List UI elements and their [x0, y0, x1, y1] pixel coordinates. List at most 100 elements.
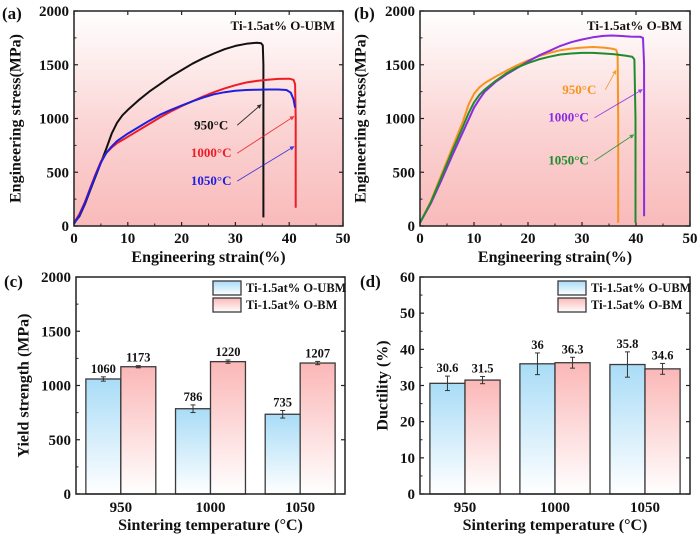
bar-value-label: 35.8: [617, 337, 639, 351]
y-tick-label: 500: [47, 165, 70, 181]
bar-value-label: 786: [184, 390, 203, 404]
bar-value-label: 1173: [126, 351, 150, 365]
annotation-label: 950°C: [194, 117, 228, 132]
legend-swatch-ubm: [557, 280, 587, 296]
y-axis-title: Engineering stress(MPa): [353, 34, 370, 203]
x-axis-title: Sintering temperature (°C): [118, 517, 303, 534]
x-tick-label: 950: [454, 500, 477, 516]
y-tick-label: 1500: [385, 58, 415, 74]
bar-ubm-1000: [519, 363, 556, 495]
x-tick-label: 10: [120, 231, 135, 247]
plot-frame: [73, 10, 344, 227]
legend-swatch-ubm: [212, 280, 242, 296]
bar-value-label: 36.3: [562, 342, 584, 356]
bar-bm-1050: [299, 362, 336, 495]
y-tick-label: 0: [62, 219, 70, 235]
x-axis-title: Sintering temperature (°C): [463, 517, 648, 534]
panel-title: Ti-1.5at% O-BM: [587, 18, 682, 33]
panel-label: (a): [2, 4, 22, 23]
series-line-1050C: [419, 51, 637, 224]
x-tick-label: 1050: [630, 500, 660, 516]
plot-frame: [419, 276, 691, 495]
bar-ubm-1050: [609, 363, 646, 495]
y-tick-label: 0: [408, 487, 416, 503]
bar-ubm-950: [85, 378, 122, 495]
bar-value-label: 1207: [305, 346, 330, 360]
x-tick-label: 50: [336, 231, 351, 247]
x-tick-label: 1000: [540, 500, 570, 516]
y-tick-label: 0: [408, 219, 416, 235]
plot-frame: [75, 276, 346, 495]
legend-swatch-bm: [557, 297, 587, 313]
x-tick-label: 40: [282, 231, 297, 247]
annotation-arrow: [594, 89, 643, 119]
legend-label: Ti-1.5at% O-UBM: [591, 281, 692, 295]
bar-value-label: 36: [531, 338, 544, 352]
legend-label: Ti-1.5at% O-UBM: [246, 281, 347, 295]
panel-d-ductility: 0 10 20 30 40 50 60 Ductility (%) Sintering temp…: [360, 270, 692, 534]
annotation-label: 1050°C: [548, 153, 589, 168]
bar-value-label: 1060: [91, 362, 116, 376]
x-tick-label: 1000: [196, 500, 226, 516]
bar-bm-950: [120, 366, 157, 495]
y-axis-title: Yield strength (MPa): [16, 314, 33, 458]
x-axis-title: Engineering strain(%): [478, 249, 632, 266]
y-tick-label: 1000: [41, 379, 71, 395]
bar-bm-950: [464, 379, 501, 495]
annotation-arrow: [594, 134, 635, 162]
y-tick-label: 500: [49, 433, 72, 449]
y-tick-label: 1500: [41, 324, 71, 340]
y-tick-label: 20: [400, 415, 415, 431]
bar-value-label: 34.6: [652, 348, 674, 362]
panel-label: (b): [354, 4, 375, 23]
panel-title: Ti-1.5at% O-UBM: [231, 18, 335, 33]
x-tick-label: 30: [228, 231, 243, 247]
series-line-1050C: [73, 88, 297, 225]
x-tick-label: 0: [416, 231, 424, 247]
x-tick-label: 1050: [285, 500, 315, 516]
y-tick-label: 50: [400, 306, 415, 322]
y-tick-label: 10: [400, 451, 415, 467]
panel-c-yield-strength: 0 500 1000 1500 2000 Yield strength (MPa) Sint…: [4, 270, 347, 534]
series-line-1000C: [419, 34, 646, 224]
x-tick-label: 20: [174, 231, 189, 247]
annotation-arrow: [236, 115, 295, 154]
y-tick-label: 60: [400, 270, 415, 286]
x-axis-title: Engineering strain(%): [131, 249, 285, 266]
x-tick-label: 50: [683, 231, 698, 247]
plot-frame: [419, 10, 691, 227]
y-tick-label: 1000: [39, 112, 69, 128]
y-axis-title: Ductility (%): [375, 340, 392, 430]
bar-value-label: 1220: [215, 345, 240, 359]
annotation-label: 1050°C: [191, 173, 232, 188]
y-tick-label: 0: [64, 487, 72, 503]
legend-label: Ti-1.5at% O-BM: [246, 298, 338, 312]
bar-bm-1050: [644, 368, 681, 495]
y-tick-label: 1000: [385, 112, 415, 128]
y-tick-label: 500: [393, 165, 416, 181]
y-tick-label: 2000: [41, 270, 71, 286]
y-tick-label: 1500: [39, 58, 69, 74]
x-tick-label: 0: [70, 231, 78, 247]
x-tick-label: 30: [575, 231, 590, 247]
annotation-arrow: [236, 104, 262, 126]
bar-bm-1000: [209, 360, 247, 495]
panel-label: (d): [360, 272, 381, 291]
bar-ubm-1050: [264, 413, 301, 495]
y-tick-label: 40: [400, 342, 415, 358]
y-tick-label: 30: [400, 379, 415, 395]
annotation-label: 1000°C: [191, 145, 232, 160]
bar-value-label: 30.6: [437, 361, 459, 375]
y-tick-label: 2000: [39, 4, 69, 20]
legend-label: Ti-1.5at% O-BM: [591, 298, 683, 312]
bar-value-label: 31.5: [472, 361, 494, 375]
plot-background: [74, 11, 343, 226]
x-tick-label: 950: [110, 500, 133, 516]
annotation-arrow: [604, 69, 617, 90]
annotation-label: 950°C: [562, 82, 596, 97]
y-tick-label: 2000: [385, 4, 415, 20]
bar-bm-1000: [554, 362, 591, 495]
